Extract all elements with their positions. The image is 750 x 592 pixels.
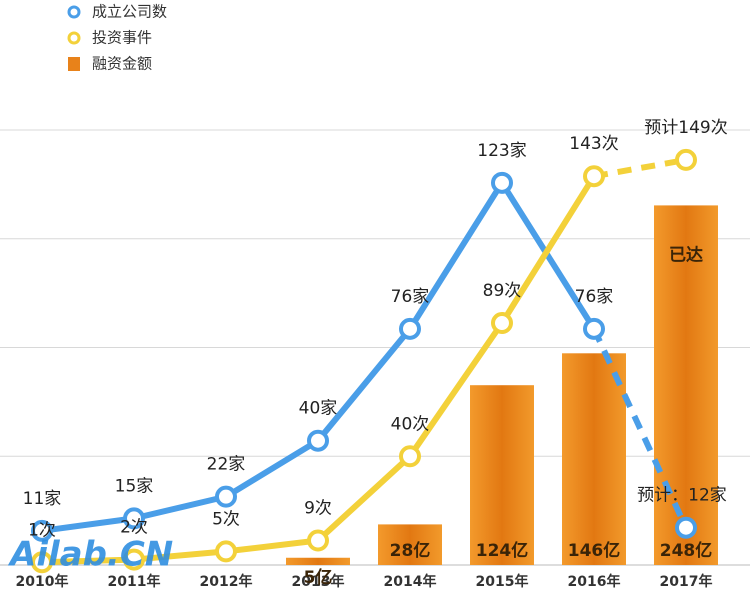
line-point (215, 540, 237, 563)
x-tick-label: 2016年 (568, 573, 621, 590)
x-tick-label: 2013年 (292, 573, 345, 590)
bar (378, 524, 442, 565)
bar (286, 557, 350, 565)
bar (562, 353, 626, 565)
watermark: Ailab.CN (7, 535, 173, 575)
x-tick-label: 2017年 (660, 573, 713, 590)
bar (654, 205, 718, 565)
x-tick-label: 2010年 (16, 573, 69, 590)
line-point (583, 317, 605, 340)
line-value-label: 76家 (575, 287, 614, 307)
x-tick-label: 2011年 (108, 573, 161, 590)
line (591, 327, 689, 529)
line-point (491, 171, 513, 194)
legend-marker (68, 57, 80, 71)
legend-label: 成立公司数 (92, 3, 167, 21)
bar-value-label: 28亿 (390, 540, 431, 561)
line-value-label: 40次 (391, 414, 430, 434)
line-point (31, 551, 53, 574)
x-tick-label: 2012年 (200, 573, 253, 590)
bar-value-label: 248亿 (660, 540, 713, 561)
line-value-label: 15家 (115, 476, 154, 496)
legend-label: 融资金额 (92, 55, 152, 73)
line-point (123, 548, 145, 571)
line-value-label: 5次 (212, 509, 240, 529)
line-point (399, 445, 421, 468)
line-point (675, 516, 697, 539)
line-value-label: 40家 (299, 399, 338, 419)
line-value-label: 1次 (28, 520, 56, 540)
x-tick-label: 2015年 (476, 573, 529, 590)
legend-marker (67, 5, 81, 19)
line-value-label: 预计：12家 (637, 486, 727, 506)
legend-marker (67, 31, 81, 45)
line-point (123, 507, 145, 530)
bar-value-label: 124亿 (476, 540, 529, 561)
line-point (307, 429, 329, 452)
line-value-label: 9次 (304, 499, 332, 519)
bar (470, 385, 534, 565)
bar-value-label: 146亿 (568, 540, 621, 561)
line-point (491, 312, 513, 335)
line-point (31, 519, 53, 542)
line-value-label: 2次 (120, 518, 148, 538)
line-point (307, 529, 329, 552)
line-value-label: 76家 (391, 287, 430, 307)
line-value-label: 22家 (207, 455, 246, 475)
line-value-label: 89次 (483, 281, 522, 301)
x-tick-label: 2014年 (384, 573, 437, 590)
line-point (399, 317, 421, 340)
line-value-label: 123家 (477, 141, 526, 161)
bar-value-label: 5亿 (304, 567, 333, 588)
line-value-label: 11家 (23, 489, 62, 509)
line-point (583, 165, 605, 188)
line-value-label: 预计149次 (644, 118, 727, 138)
annotation: 已达 (669, 244, 703, 265)
legend-label: 投资事件 (92, 29, 152, 47)
line-point (675, 148, 697, 171)
line (593, 156, 687, 180)
line-value-label: 143次 (569, 134, 618, 154)
line-point (215, 485, 237, 508)
